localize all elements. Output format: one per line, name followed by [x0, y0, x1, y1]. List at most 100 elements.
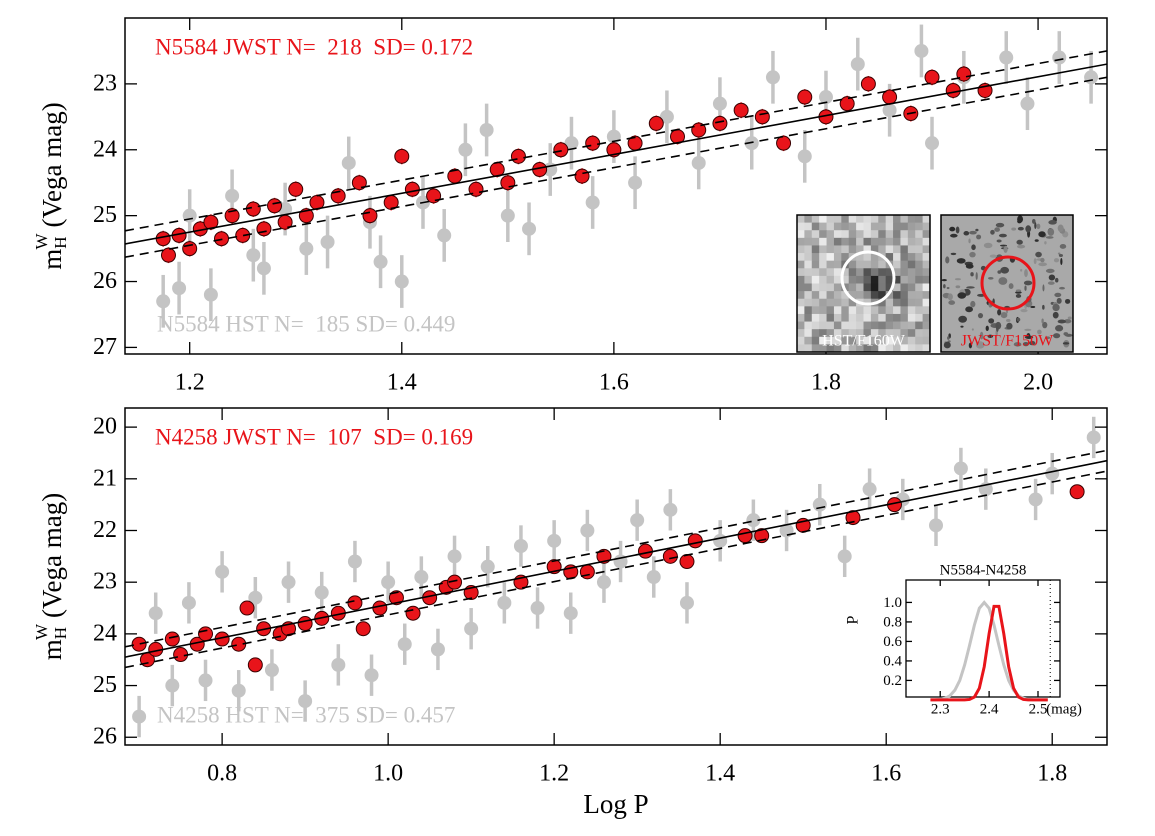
image-caption: JWST/F150W: [961, 333, 1054, 350]
image-pixel: [848, 329, 857, 338]
hst-point: [394, 274, 409, 289]
image-speck: [1040, 257, 1045, 263]
hst-point: [925, 136, 940, 151]
image-speck: [1055, 277, 1059, 283]
image-pixel: [870, 313, 879, 323]
jwst-point: [553, 142, 569, 158]
image-speck: [1005, 309, 1008, 314]
y-tick-label: 23: [93, 569, 117, 595]
image-pixel: [811, 245, 820, 254]
image-pixel: [907, 245, 916, 254]
image-pixel: [811, 283, 820, 292]
image-pixel: [804, 313, 813, 323]
jwst-point: [447, 574, 463, 590]
aperture: [840, 250, 896, 306]
y-tick-label: 26: [93, 724, 117, 750]
image-pixel: [848, 215, 857, 224]
image-pixel: [870, 253, 879, 262]
image-pixel: [922, 222, 931, 231]
hst-point: [331, 657, 346, 672]
image-speck: [1017, 226, 1024, 231]
image-pixel: [841, 230, 850, 239]
jwst-point: [247, 657, 263, 673]
hst-point: [148, 606, 163, 621]
image-pixel: [907, 291, 916, 300]
image-pixel: [900, 222, 909, 231]
image-speck: [1053, 258, 1060, 263]
jwst-point: [404, 181, 420, 197]
image-pixel: [856, 291, 864, 300]
image-pixel: [819, 275, 828, 284]
image-pixel: [848, 237, 857, 246]
image-pixel: [797, 321, 805, 330]
hst-point: [414, 570, 429, 585]
jwst-point: [203, 214, 219, 230]
hst-point: [373, 254, 388, 269]
image-speck: [1015, 289, 1022, 292]
inset-title: N5584-N4258: [940, 562, 1027, 578]
image-pixel: [893, 283, 901, 292]
image-pixel: [856, 237, 864, 246]
hst-point: [1020, 96, 1035, 111]
hst-point: [1045, 466, 1060, 481]
image-pixel: [811, 291, 820, 300]
image-pixel: [841, 222, 850, 231]
image-pixel: [833, 245, 842, 254]
image-pixel: [878, 222, 887, 231]
jwst-point: [500, 175, 516, 191]
x-tick-label: 1.2: [539, 761, 569, 787]
plot-frame: [124, 17, 1108, 355]
hst-point: [1028, 492, 1043, 507]
image-caption: HST/F160W: [822, 333, 906, 350]
image-pixel: [885, 230, 894, 239]
image-speck: [1042, 284, 1045, 292]
plot-area: [125, 416, 1107, 738]
image-pixel: [900, 329, 909, 338]
image-pixel: [863, 268, 872, 277]
image-pixel: [900, 321, 909, 330]
image-pixel: [907, 230, 916, 239]
image-pixel: [833, 260, 842, 269]
image-pixel: [893, 253, 901, 262]
image-pixel: [878, 215, 887, 224]
image-pixel: [915, 245, 924, 254]
image-speck: [1047, 281, 1055, 285]
y-axis-label: mHW (Vega mag): [32, 493, 70, 661]
hst-point: [437, 228, 452, 243]
jwst-point: [585, 135, 601, 151]
image-speck: [987, 334, 994, 339]
image-pixel: [878, 291, 887, 300]
image-pixel: [900, 298, 909, 307]
image-speck: [1048, 220, 1057, 225]
image-pixel: [922, 253, 931, 262]
x-tick-label: 1.6: [599, 370, 629, 396]
image-pixel: [804, 222, 813, 231]
jwst-point: [267, 198, 283, 214]
image-pixel: [797, 260, 805, 269]
image-pixel: [915, 336, 924, 345]
image-pixel: [826, 237, 835, 246]
image-pixel: [863, 245, 872, 254]
image-pixel: [819, 298, 828, 307]
image-speck: [1017, 244, 1026, 249]
image-pixel: [819, 321, 828, 330]
image-pixel: [841, 313, 850, 323]
hst-point: [746, 513, 761, 528]
image-pixel: [885, 336, 894, 345]
image-speck: [1052, 311, 1059, 319]
image-pixel: [804, 336, 813, 345]
image-speck: [996, 239, 1002, 243]
jwst-point: [860, 76, 876, 92]
image-pixel: [870, 260, 879, 269]
jwst-point: [712, 115, 728, 131]
image-pixel: [893, 275, 901, 284]
image-pixel: [811, 298, 820, 307]
image-pixel: [893, 313, 901, 323]
hst-point: [914, 43, 929, 58]
image-speck: [1033, 258, 1037, 265]
image-pixel: [848, 260, 857, 269]
image-pixel: [841, 321, 850, 330]
image-pixel: [804, 268, 813, 277]
image-speck: [1064, 298, 1071, 304]
hst-point: [320, 235, 335, 249]
